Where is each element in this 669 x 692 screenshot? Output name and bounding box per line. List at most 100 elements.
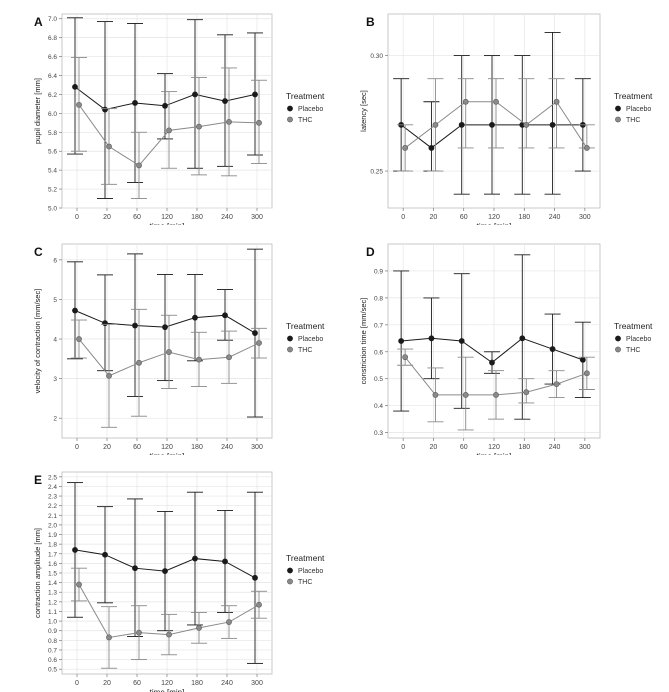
data-point-placebo: [162, 102, 168, 109]
data-point-thc: [136, 629, 142, 636]
panel-label-b: B: [366, 15, 375, 29]
panel-b-chart: B 0.25 0.30 0 20 60 120 180 240 300 time [min] late…: [359, 13, 653, 225]
legend-marker-thc: [615, 346, 621, 353]
data-point-placebo: [579, 356, 586, 363]
data-point-thc: [432, 121, 439, 128]
data-point-placebo: [72, 547, 78, 553]
x-tick-label: 0: [401, 444, 405, 451]
x-tick-label: 60: [133, 214, 141, 221]
y-tick-label: 6.0: [48, 111, 57, 118]
x-tick-label: 60: [460, 214, 468, 221]
y-tick-label: 6.4: [48, 73, 57, 80]
y-tick-label: 0.30: [370, 53, 383, 60]
legend-label-thc: THC: [626, 347, 640, 354]
y-tick-label: 0.8: [48, 638, 57, 645]
x-axis-title: time [min]: [150, 688, 185, 692]
data-point-thc: [256, 601, 262, 608]
y-tick-label: 0.3: [374, 430, 383, 437]
x-tick-label: 240: [221, 214, 233, 221]
data-point-thc: [462, 391, 469, 398]
data-point-thc: [523, 121, 530, 128]
legend-label-placebo: Placebo: [298, 336, 323, 343]
y-tick-label: 2.2: [48, 503, 57, 510]
x-tick-label: 60: [133, 680, 141, 687]
y-tick-label: 2: [53, 416, 57, 423]
x-tick-label: 300: [579, 214, 591, 221]
x-axis-title: time [min]: [150, 452, 185, 455]
panel-label-a: A: [34, 15, 43, 29]
data-point-placebo: [132, 100, 138, 106]
data-point-thc: [136, 359, 142, 366]
y-tick-label: 1.3: [48, 590, 57, 597]
y-tick-label: 0.6: [48, 657, 57, 664]
data-point-thc: [136, 162, 142, 169]
y-tick-label: 5.8: [48, 130, 57, 137]
data-point-placebo: [252, 574, 258, 581]
y-tick-label: 1.0: [48, 619, 57, 626]
y-tick-label: 1.9: [48, 532, 57, 539]
y-tick-label: 0.5: [374, 376, 383, 383]
legend-label-placebo: Placebo: [626, 336, 651, 343]
data-point-thc: [166, 349, 172, 355]
data-point-thc: [196, 624, 202, 631]
y-tick-label: 0.6: [374, 349, 383, 356]
legend-label-thc: THC: [298, 117, 312, 124]
y-tick-label: 0.8: [374, 295, 383, 302]
data-point-thc: [76, 581, 82, 588]
data-point-thc: [166, 631, 172, 638]
data-point-placebo: [102, 551, 108, 558]
panel-label-c: C: [34, 245, 43, 259]
legend-title: Treatment: [286, 321, 325, 331]
panel-c-chart: C2345602060120180240300time [min]velocit…: [33, 243, 325, 455]
x-axis-title: time [min]: [477, 222, 512, 225]
data-point-thc: [226, 354, 232, 361]
data-point-placebo: [398, 338, 405, 344]
data-point-placebo: [192, 555, 198, 562]
data-point-thc: [196, 123, 202, 130]
data-point-thc: [226, 619, 232, 625]
data-point-thc: [583, 370, 590, 377]
data-point-thc: [166, 127, 172, 134]
y-tick-label: 0.7: [374, 322, 383, 329]
data-point-thc: [583, 145, 590, 151]
data-point-placebo: [72, 307, 78, 314]
y-tick-label: 4: [53, 337, 57, 344]
legend-label-placebo: Placebo: [298, 568, 323, 575]
y-tick-label: 1.1: [48, 609, 57, 616]
data-point-thc: [553, 381, 560, 388]
legend-marker-thc: [615, 116, 621, 123]
x-tick-label: 20: [103, 444, 111, 451]
y-tick-label: 6.6: [48, 54, 57, 61]
y-tick-label: 7.0: [48, 16, 57, 23]
x-tick-label: 120: [161, 444, 173, 451]
y-tick-label: 6.8: [48, 35, 57, 42]
y-tick-label: 0.9: [48, 628, 57, 635]
data-point-placebo: [102, 320, 108, 327]
data-point-thc: [106, 634, 112, 641]
y-axis-title: pupil diameter [mm]: [33, 78, 42, 144]
data-point-placebo: [192, 91, 198, 98]
data-point-thc: [106, 143, 112, 150]
x-tick-label: 180: [191, 444, 203, 451]
data-point-thc: [402, 145, 409, 151]
data-point-placebo: [162, 324, 168, 331]
x-tick-label: 120: [488, 444, 500, 451]
data-point-thc: [493, 391, 499, 398]
x-tick-label: 300: [579, 444, 591, 451]
x-tick-label: 180: [191, 214, 203, 221]
data-point-placebo: [222, 312, 228, 319]
y-tick-label: 1.2: [48, 599, 57, 606]
data-point-placebo: [549, 121, 556, 128]
y-axis-title: latency [sec]: [359, 90, 368, 132]
legend-label-thc: THC: [626, 117, 640, 124]
x-axis-title: time [min]: [477, 452, 512, 455]
panel-label-e: E: [34, 473, 42, 487]
y-tick-label: 2.0: [48, 522, 57, 529]
x-tick-label: 180: [518, 214, 530, 221]
panel-d-chart: D 0.3 0.4 0.5 0.6 0.7 0.8 0.9 0 20 60 120 180 240 300 t…: [359, 243, 653, 455]
y-tick-label: 0.4: [374, 403, 383, 410]
x-tick-label: 20: [430, 444, 438, 451]
y-tick-label: 6: [53, 257, 57, 264]
panel-e-chart: E 0.5 0.6 0.7 0.8 0.9 1.0 1.1 1.2 1.3 1.4 1.5 1.6 1.7…: [33, 471, 325, 692]
legend-title: Treatment: [286, 553, 325, 563]
